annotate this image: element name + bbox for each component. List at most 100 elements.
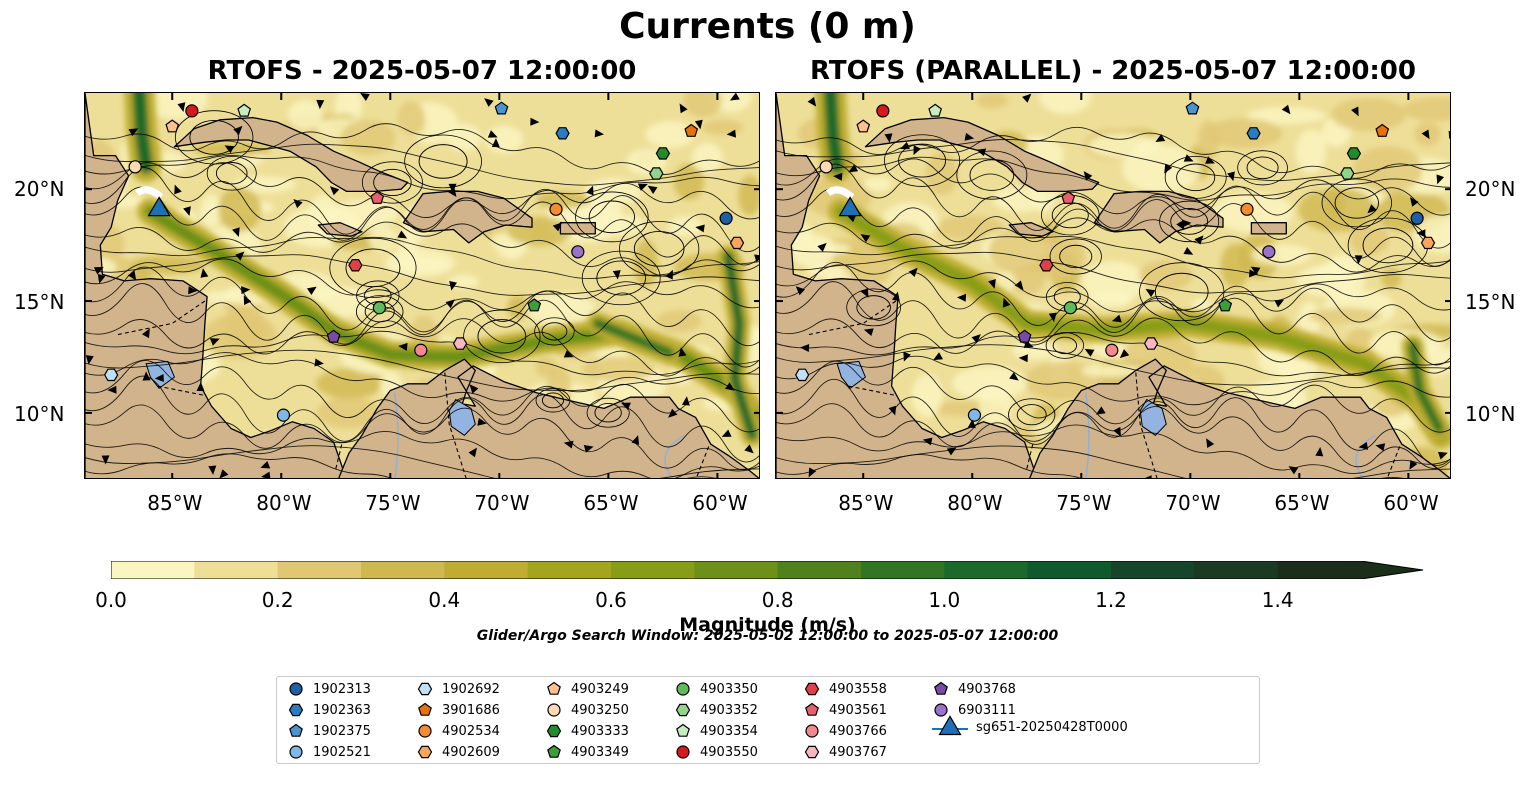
legend-marker (547, 681, 561, 695)
legend-item: 3901686 (416, 700, 500, 720)
streamlines (776, 93, 1450, 478)
lat-tick-label: 20°N (14, 177, 65, 201)
legend-label: 4903561 (829, 702, 887, 718)
float-marker (1039, 259, 1054, 272)
legend-marker-icon (418, 702, 432, 716)
legend-marker-icon (676, 682, 690, 696)
legend-item: 1902521 (287, 742, 371, 762)
legend-label: 4902609 (442, 744, 500, 760)
float-marker (571, 245, 585, 259)
lon-tick-label: 80°W (256, 491, 312, 515)
land (85, 93, 759, 478)
colorbar-segment (1111, 561, 1195, 579)
lat-tick-label: 15°N (14, 290, 65, 314)
legend-label: 4903350 (700, 681, 758, 697)
legend-marker-icon (289, 723, 303, 737)
float-marker (1218, 298, 1233, 312)
legend-item: 4903354 (674, 721, 758, 741)
legend-marker-icon (547, 703, 561, 717)
float-marker (795, 368, 810, 382)
lon-tick-label: 65°W (583, 491, 639, 515)
legend-marker (289, 682, 303, 696)
streamlines (85, 93, 759, 478)
colorbar-segment (277, 561, 362, 579)
legend-marker-icon (418, 724, 432, 738)
float-marker (527, 298, 542, 312)
legend-label: 4903354 (700, 723, 758, 739)
legend-item: 4903352 (674, 700, 758, 720)
legend-marker-icon (932, 715, 968, 736)
legend-label: 4903558 (829, 681, 887, 697)
float-marker (1346, 147, 1362, 160)
legend-item: 4903768 (932, 679, 1016, 699)
lon-tick-label: 65°W (1274, 491, 1330, 515)
legend-marker (289, 745, 303, 759)
legend-marker-icon (676, 745, 690, 759)
float-marker (967, 408, 982, 422)
float-marker (1017, 329, 1032, 343)
colorbar-segment (1194, 561, 1279, 579)
float-marker (1063, 301, 1077, 315)
legend-item: 4903349 (545, 742, 629, 762)
legend-marker-icon (547, 744, 561, 758)
lon-tick-label: 85°W (838, 491, 894, 515)
float-marker (1246, 127, 1261, 140)
colorbar-segment (777, 561, 862, 579)
legend-marker-icon (288, 703, 304, 717)
legend-marker-icon (289, 745, 303, 759)
legend-label: 6903111 (958, 702, 1016, 718)
colorbar-segment (861, 561, 945, 579)
float-marker (1240, 202, 1254, 216)
legend-label: 4903352 (700, 702, 758, 718)
legend-marker (805, 702, 819, 716)
colorbar-segment (1277, 561, 1362, 579)
legend-marker (289, 723, 303, 737)
float-marker (719, 211, 733, 225)
colorbar-segment (1027, 561, 1112, 579)
float-marker (452, 337, 468, 350)
legend-item: 4903333 (545, 721, 629, 741)
legend-marker (547, 744, 561, 758)
legend-label: 1902521 (313, 744, 371, 760)
float-marker (649, 167, 664, 180)
legend-item: 4903550 (674, 742, 758, 762)
float-marker (1262, 245, 1276, 259)
figure-title: Currents (0 m) (619, 6, 916, 47)
legend-marker (547, 703, 561, 717)
legend-marker (417, 682, 433, 696)
lon-tick-label: 60°W (692, 491, 748, 515)
legend-marker (546, 724, 562, 738)
glider-legend-marker (938, 715, 962, 736)
float-marker (1420, 236, 1436, 250)
legend-item: 1902375 (287, 721, 371, 741)
lon-tick-label: 80°W (947, 491, 1003, 515)
legend-item: sg651-20250428T0000 (932, 715, 1128, 737)
float-marker (185, 104, 199, 118)
legend-marker (288, 703, 304, 717)
float-marker (856, 119, 871, 133)
lat-tick-label: 10°N (1465, 402, 1516, 426)
map-panel-rtofs (84, 92, 760, 479)
legend-label: 1902692 (442, 681, 500, 697)
float-marker (876, 104, 890, 118)
float-marker (165, 119, 180, 133)
legend-label: 4903250 (571, 702, 629, 718)
legend-marker-icon (804, 745, 820, 759)
colorbar-segment (361, 561, 445, 579)
float-marker (555, 127, 570, 140)
colorbar-segment (944, 561, 1029, 579)
legend-item: 4902534 (416, 721, 500, 741)
legend-marker (934, 703, 948, 717)
colorbar-label: Magnitude (m/s) (679, 614, 856, 636)
legend-item: 6903111 (932, 700, 1016, 720)
lon-tick-label: 75°W (1056, 491, 1112, 515)
map-panel-rtofs-parallel (775, 92, 1451, 479)
legend-marker-icon (546, 724, 562, 738)
lon-tick-label: 70°W (1165, 491, 1221, 515)
legend-marker (675, 703, 691, 717)
legend-marker (934, 681, 948, 695)
legend-marker-icon (805, 702, 819, 716)
colorbar (111, 561, 1424, 579)
colorbar-segment (694, 561, 779, 579)
legend-label: 4903767 (829, 744, 887, 760)
